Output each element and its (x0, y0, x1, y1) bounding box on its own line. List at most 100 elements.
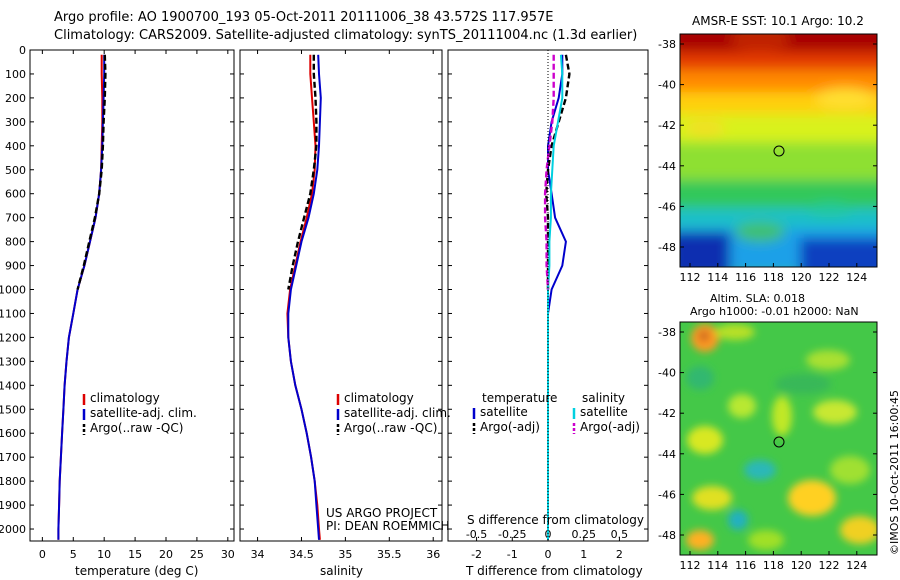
temperature-panel-frame (29, 49, 235, 542)
legend-label: Argo(-adj) (580, 420, 640, 434)
depth-tick-label: 600 (5, 188, 26, 201)
depth-tick-label: 700 (5, 212, 26, 225)
temperature-tick-label: 30 (221, 548, 235, 561)
depth-tick-label: 1800 (0, 475, 26, 488)
temperature-xlabel: temperature (deg C) (75, 564, 199, 578)
sst-argo-location-marker (773, 145, 785, 157)
depth-tick-label: 900 (5, 260, 26, 273)
temperature-tick-label: 20 (159, 548, 173, 561)
depth-tick-label: 100 (5, 68, 26, 81)
map-lon-label: 124 (846, 271, 867, 284)
map-lat-label: -38 (658, 38, 676, 51)
map-lat-label: -46 (658, 200, 676, 213)
legend-temperature-header: temperature (482, 391, 557, 405)
salinity-xlabel: salinity (320, 564, 364, 578)
map-lon-label: 122 (819, 271, 840, 284)
sst-map-title: AMSR-E SST: 10.1 Argo: 10.2 (692, 14, 864, 28)
legend-label: satellite (480, 405, 528, 419)
map-lat-label: -48 (658, 529, 676, 542)
temperature-tick-label: 0 (39, 548, 46, 561)
legend-label: climatology (344, 391, 414, 405)
tdiff-tick-label: -1 (507, 548, 518, 561)
sla-map (680, 322, 877, 555)
depth-tick-label: 400 (5, 140, 26, 153)
map-lon-label: 120 (791, 559, 812, 572)
series-line-satellite-adj-clim- (287, 54, 322, 540)
depth-tick-label: 1700 (0, 451, 26, 464)
legend-label: Argo(-adj) (480, 420, 540, 434)
sla-argo-location-marker (773, 436, 785, 448)
depth-tick-label: 1400 (0, 379, 26, 392)
legend-salinity-header: salinity (582, 391, 625, 405)
depth-tick-label: 500 (5, 164, 26, 177)
depth-tick-label: 1900 (0, 499, 26, 512)
map-lon-label: 114 (707, 271, 728, 284)
map-lon-label: 116 (735, 271, 756, 284)
map-lat-label: -48 (658, 241, 676, 254)
sdiff-tick-label: 0.25 (571, 528, 596, 541)
legend-label: Argo(..raw -QC) (90, 421, 183, 435)
temperature-tick-label: 5 (70, 548, 77, 561)
legend-label: satellite (580, 405, 628, 419)
temperature-tick-label: 15 (128, 548, 142, 561)
salinity-tick-label: 35 (338, 548, 352, 561)
sst-map (680, 34, 877, 267)
map-lat-label: -40 (658, 367, 676, 380)
depth-tick-label: 2000 (0, 523, 26, 536)
chart-title-line1: Argo profile: AO 1900700_193 05-Oct-2011… (54, 10, 554, 25)
legend-label: satellite-adj. clim. (90, 406, 197, 420)
depth-tick-label: 300 (5, 116, 26, 129)
map-lat-label: -42 (658, 119, 676, 132)
depth-tick-label: 1300 (0, 355, 26, 368)
legend-label: climatology (90, 391, 160, 405)
sdiff-tick-label: -0.5 (466, 528, 487, 541)
series-line-temperature-argo-adj- (544, 54, 571, 290)
salinity-tick-label: 35.5 (377, 548, 402, 561)
salinity-tick-label: 34 (251, 548, 265, 561)
depth-tick-label: 1500 (0, 403, 26, 416)
sdiff-tick-label: -0.25 (498, 528, 526, 541)
map-lon-label: 112 (680, 559, 701, 572)
salinity-tick-label: 36 (426, 548, 440, 561)
map-lon-label: 124 (846, 559, 867, 572)
tdiff-tick-label: -2 (471, 548, 482, 561)
depth-tick-label: 0 (19, 44, 26, 57)
sla-map-title1: Altim. SLA: 0.018 (710, 292, 806, 305)
imos-credit: ©IMOS 10-Oct-2011 16:00:45 (888, 389, 900, 555)
map-lat-label: -42 (658, 407, 676, 420)
map-lon-label: 114 (707, 559, 728, 572)
s-difference-label: S difference from climatology (467, 513, 644, 527)
salinity-panel-frame (239, 49, 443, 542)
depth-tick-label: 1600 (0, 427, 26, 440)
temperature-tick-label: 25 (190, 548, 204, 561)
tdiff-tick-label: 2 (616, 548, 623, 561)
map-lon-label: 122 (819, 559, 840, 572)
map-lat-label: -40 (658, 79, 676, 92)
map-lon-label: 120 (791, 271, 812, 284)
salinity-tick-label: 34.5 (289, 548, 314, 561)
legend-label: Argo(..raw -QC) (344, 421, 437, 435)
depth-tick-label: 1000 (0, 284, 26, 297)
series-line-satellite-adj-clim- (57, 54, 106, 540)
depth-tick-label: 200 (5, 92, 26, 105)
depth-tick-label: 1100 (0, 307, 26, 320)
sla-map-title2: Argo h1000: -0.01 h2000: NaN (690, 305, 859, 318)
map-lon-label: 116 (735, 559, 756, 572)
tdiff-tick-label: 1 (580, 548, 587, 561)
depth-tick-label: 1200 (0, 331, 26, 344)
project-pi: PI: DEAN ROEMMICH (326, 519, 450, 533)
map-lat-label: -44 (658, 160, 676, 173)
sdiff-tick-label: 0.5 (611, 528, 629, 541)
depth-tick-label: 800 (5, 236, 26, 249)
legend-label: satellite-adj. clim. (344, 406, 451, 420)
map-lat-label: -38 (658, 326, 676, 339)
map-lat-label: -44 (658, 448, 676, 461)
map-lat-label: -46 (658, 488, 676, 501)
map-lon-label: 118 (763, 559, 784, 572)
map-lon-label: 112 (680, 271, 701, 284)
temperature-tick-label: 10 (97, 548, 111, 561)
chart-title-line2: Climatology: CARS2009. Satellite-adjuste… (54, 28, 638, 43)
map-lon-label: 118 (763, 271, 784, 284)
